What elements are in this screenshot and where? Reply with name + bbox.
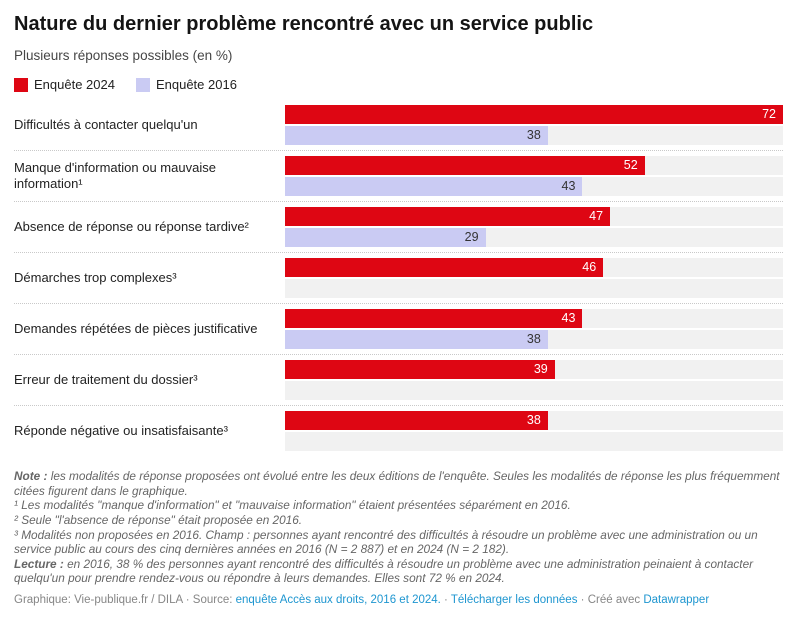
bar-2016-value: 43 <box>561 179 576 193</box>
bar-2016-value: 38 <box>526 332 541 346</box>
bar-2016-value: 38 <box>526 128 541 142</box>
bar-2016: 43 <box>285 177 583 196</box>
footnote-3: ³ Modalités non proposées en 2016. Champ… <box>14 527 758 557</box>
bar-track-2016: 43 <box>285 177 783 196</box>
bar-2024: 72 <box>285 105 783 124</box>
bar-track-2024: 38 <box>285 411 783 430</box>
notes: Note : les modalités de réponse proposée… <box>14 469 783 586</box>
chart-subtitle: Plusieurs réponses possibles (en %) <box>14 48 233 63</box>
chart-row: Démarches trop complexes³ 46 <box>14 253 783 304</box>
footnote-1: ¹ Les modalités "manque d'information" e… <box>14 498 571 513</box>
lecture-label: Lecture : <box>14 556 64 571</box>
bar-chart: Difficultés à contacter quelqu'un 72 38 … <box>14 100 783 456</box>
bar-2024-value: 47 <box>589 209 604 223</box>
category-label: Réponde négative ou insatisfaisante³ <box>14 422 228 438</box>
bar-group: 52 43 <box>285 156 783 196</box>
footer-source-label: Source: <box>192 594 236 606</box>
bar-group: 72 38 <box>285 105 783 145</box>
bar-group: 43 38 <box>285 309 783 349</box>
bar-2016-value: 29 <box>464 230 479 244</box>
note-text: les modalités de réponse proposées ont é… <box>14 469 780 498</box>
footer-separator: · <box>440 594 451 606</box>
bar-2024: 47 <box>285 207 611 226</box>
legend-swatch-2016 <box>135 77 150 92</box>
legend: Enquête 2024 Enquête 2016 <box>14 77 783 92</box>
lecture-text: en 2016, 38 % des personnes ayant rencon… <box>14 556 754 586</box>
legend-label-2016: Enquête 2016 <box>155 77 237 92</box>
bar-group: 46 <box>285 258 783 298</box>
legend-label-2024: Enquête 2024 <box>34 77 115 92</box>
legend-item-2024: Enquête 2024 <box>14 77 115 92</box>
bar-2024-value: 46 <box>582 260 597 274</box>
bar-track-2016 <box>285 432 783 451</box>
bar-track-2024: 47 <box>285 207 783 226</box>
category-label: Demandes répétées de pièces justificativ… <box>14 320 258 336</box>
bar-2016: 38 <box>285 126 548 145</box>
bar-group: 38 <box>285 411 783 451</box>
category-label: Démarches trop complexes³ <box>14 269 177 285</box>
chart-row: Erreur de traitement du dossier³ 39 <box>14 355 783 406</box>
bar-track-2024: 72 <box>285 105 783 124</box>
footnote-2: ² Seule "l'absence de réponse" était pro… <box>14 512 303 527</box>
bar-2024: 43 <box>285 309 583 328</box>
bar-track-2024: 43 <box>285 309 783 328</box>
bar-track-2016: 38 <box>285 330 783 349</box>
bar-2016: 38 <box>285 330 548 349</box>
bar-track-2016: 29 <box>285 228 783 247</box>
chart-row: Manque d'information ou mauvaise informa… <box>14 151 783 202</box>
footer-separator: · <box>182 594 193 606</box>
category-label: Erreur de traitement du dossier³ <box>14 371 198 387</box>
category-label: Difficultés à contacter quelqu'un <box>14 116 198 132</box>
bar-track-2016: 38 <box>285 126 783 145</box>
bar-2024-value: 43 <box>561 311 576 325</box>
bar-2024-value: 72 <box>762 107 776 121</box>
bar-track-2016 <box>285 279 783 298</box>
bar-track-2016 <box>285 381 783 400</box>
bar-2024: 52 <box>285 156 645 175</box>
page-title: Nature du dernier problème rencontré ave… <box>14 13 594 35</box>
bar-track-2024: 52 <box>285 156 783 175</box>
note-paragraph: Note : les modalités de réponse proposée… <box>14 469 783 498</box>
legend-swatch-2024 <box>14 77 28 92</box>
datawrapper-link[interactable]: Datawrapper <box>643 594 710 606</box>
source-link[interactable]: enquête Accès aux droits, 2016 et 2024. <box>235 594 441 606</box>
legend-item-2016: Enquête 2016 <box>135 77 237 92</box>
bar-2016: 29 <box>285 228 486 247</box>
download-data-link[interactable]: Télécharger les données <box>450 594 578 606</box>
bar-2024-value: 39 <box>533 362 548 376</box>
footer: Graphique: Vie-publique.fr / DILA · Sour… <box>14 594 783 606</box>
bar-track-2024: 46 <box>285 258 783 277</box>
bar-track-2024: 39 <box>285 360 783 379</box>
chart-row: Difficultés à contacter quelqu'un 72 38 <box>14 100 783 151</box>
category-label: Absence de réponse ou réponse tardive² <box>14 218 249 234</box>
bar-2024: 38 <box>285 411 548 430</box>
chart-row: Absence de réponse ou réponse tardive² 4… <box>14 202 783 253</box>
bar-2024: 46 <box>285 258 604 277</box>
chart-row: Réponde négative ou insatisfaisante³ 38 <box>14 406 783 456</box>
category-label: Manque d'information ou mauvaise informa… <box>14 159 216 191</box>
chart-card: Nature du dernier problème rencontré ave… <box>14 13 783 606</box>
footer-created-label: Créé avec <box>587 594 644 606</box>
note-label: Note : <box>14 469 48 483</box>
lecture-paragraph: Lecture : en 2016, 38 % des personnes ay… <box>14 557 783 586</box>
bar-2024: 39 <box>285 360 555 379</box>
bar-2024-value: 38 <box>526 413 541 427</box>
chart-row: Demandes répétées de pièces justificativ… <box>14 304 783 355</box>
footer-credit: Graphique: Vie-publique.fr / DILA <box>14 594 183 606</box>
footer-separator: · <box>577 594 588 606</box>
bar-group: 39 <box>285 360 783 400</box>
bar-group: 47 29 <box>285 207 783 247</box>
bar-2024-value: 52 <box>623 158 638 172</box>
